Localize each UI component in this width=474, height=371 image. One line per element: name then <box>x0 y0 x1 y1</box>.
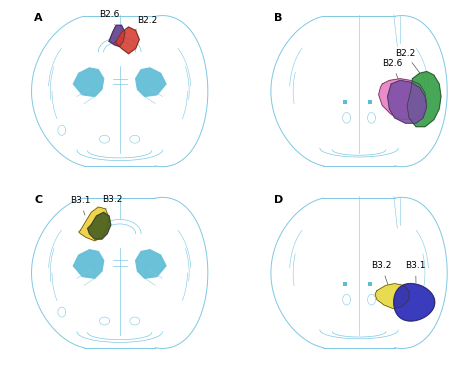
Polygon shape <box>394 283 435 321</box>
Text: B3.2: B3.2 <box>372 262 392 286</box>
Text: B: B <box>273 13 282 23</box>
Text: D: D <box>273 194 283 204</box>
Polygon shape <box>73 250 104 278</box>
Text: B2.2: B2.2 <box>395 49 419 73</box>
Polygon shape <box>88 212 111 239</box>
Text: C: C <box>34 194 42 204</box>
Polygon shape <box>271 14 447 167</box>
Polygon shape <box>32 14 208 167</box>
Polygon shape <box>379 79 427 119</box>
Polygon shape <box>407 72 441 127</box>
Text: B2.6: B2.6 <box>99 10 119 24</box>
Text: B3.2: B3.2 <box>102 195 122 214</box>
Polygon shape <box>136 68 166 96</box>
Polygon shape <box>73 68 104 96</box>
Text: B3.1: B3.1 <box>405 262 426 283</box>
Polygon shape <box>114 27 139 54</box>
Polygon shape <box>388 81 427 123</box>
Polygon shape <box>109 25 125 47</box>
Polygon shape <box>271 196 447 348</box>
Polygon shape <box>136 250 166 278</box>
Text: B2.6: B2.6 <box>382 59 402 81</box>
Text: A: A <box>34 13 43 23</box>
Polygon shape <box>79 207 109 241</box>
Polygon shape <box>375 283 409 309</box>
Text: B3.1: B3.1 <box>70 197 91 215</box>
Polygon shape <box>32 196 208 348</box>
Text: B2.2: B2.2 <box>134 16 158 31</box>
